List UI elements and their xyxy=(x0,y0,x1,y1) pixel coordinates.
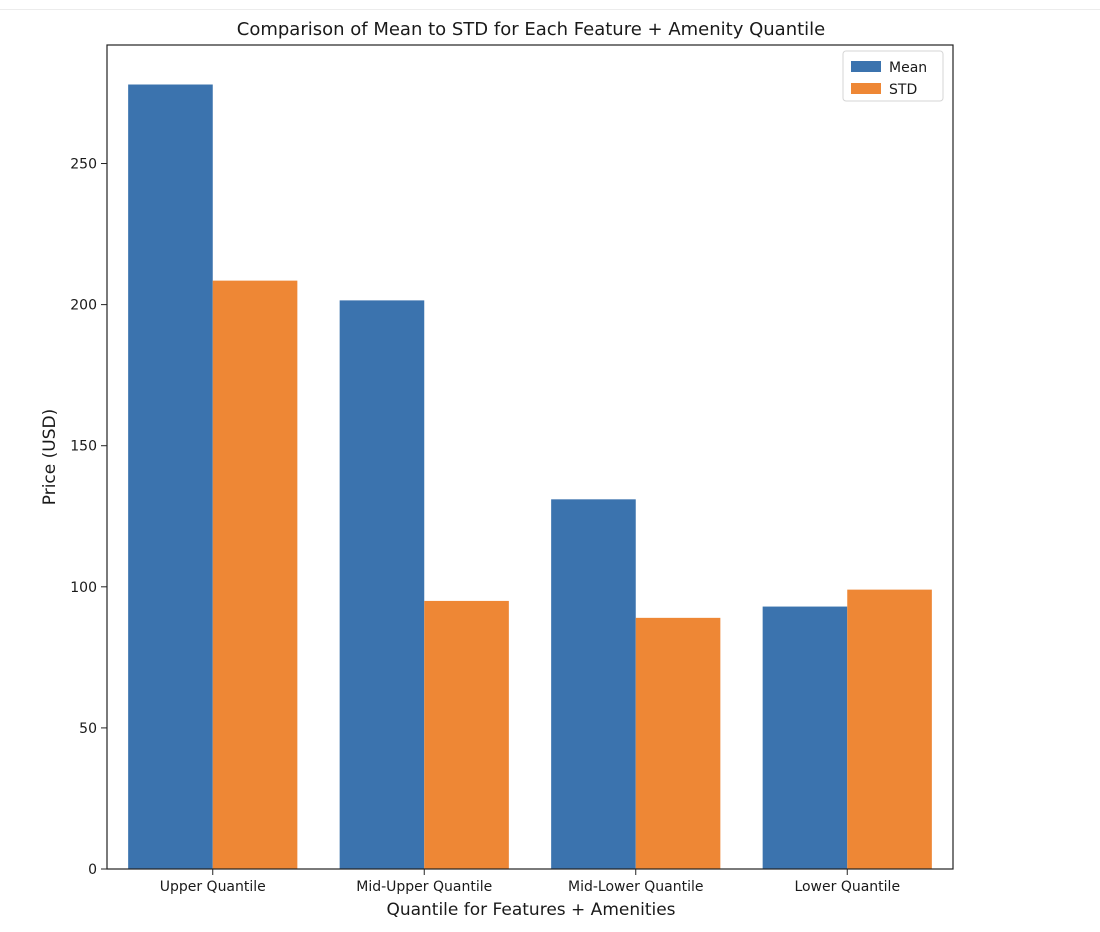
y-tick-label: 200 xyxy=(70,298,97,314)
legend-label-mean: Mean xyxy=(889,60,927,76)
y-tick-label: 100 xyxy=(70,580,97,596)
x-tick-label: Upper Quantile xyxy=(160,879,266,895)
x-tick-label: Mid-Upper Quantile xyxy=(356,879,492,895)
y-tick-label: 0 xyxy=(88,862,97,878)
bar-std-4 xyxy=(847,589,932,869)
x-tick-label: Mid-Lower Quantile xyxy=(568,879,704,895)
bar-std-3 xyxy=(635,617,721,869)
bar-std-2 xyxy=(424,600,509,869)
y-axis-label: Price (USD) xyxy=(40,409,60,505)
plot-area: 0 50 100 150 200 250 Upper Quantile Mid-Upper Q… xyxy=(70,84,932,895)
legend-swatch-mean xyxy=(851,61,881,72)
bar-mean-3 xyxy=(551,499,636,869)
legend-swatch-std xyxy=(851,83,881,94)
bar-mean-2 xyxy=(339,300,425,870)
page-divider xyxy=(0,9,1100,10)
bar-std-1 xyxy=(212,280,298,869)
y-tick-label: 150 xyxy=(70,439,97,455)
legend-label-std: STD xyxy=(889,82,917,98)
legend: Mean STD xyxy=(842,50,944,102)
plot-frame xyxy=(106,44,954,870)
y-tick-label: 250 xyxy=(70,157,97,173)
x-axis-label: Quantile for Features + Amenities xyxy=(386,900,675,920)
bar-mean-4 xyxy=(762,606,848,869)
chart-title: Comparison of Mean to STD for Each Featu… xyxy=(237,19,825,40)
bar-mean-1 xyxy=(128,84,213,870)
x-tick-label: Lower Quantile xyxy=(794,879,900,895)
y-tick-label: 50 xyxy=(79,721,97,737)
